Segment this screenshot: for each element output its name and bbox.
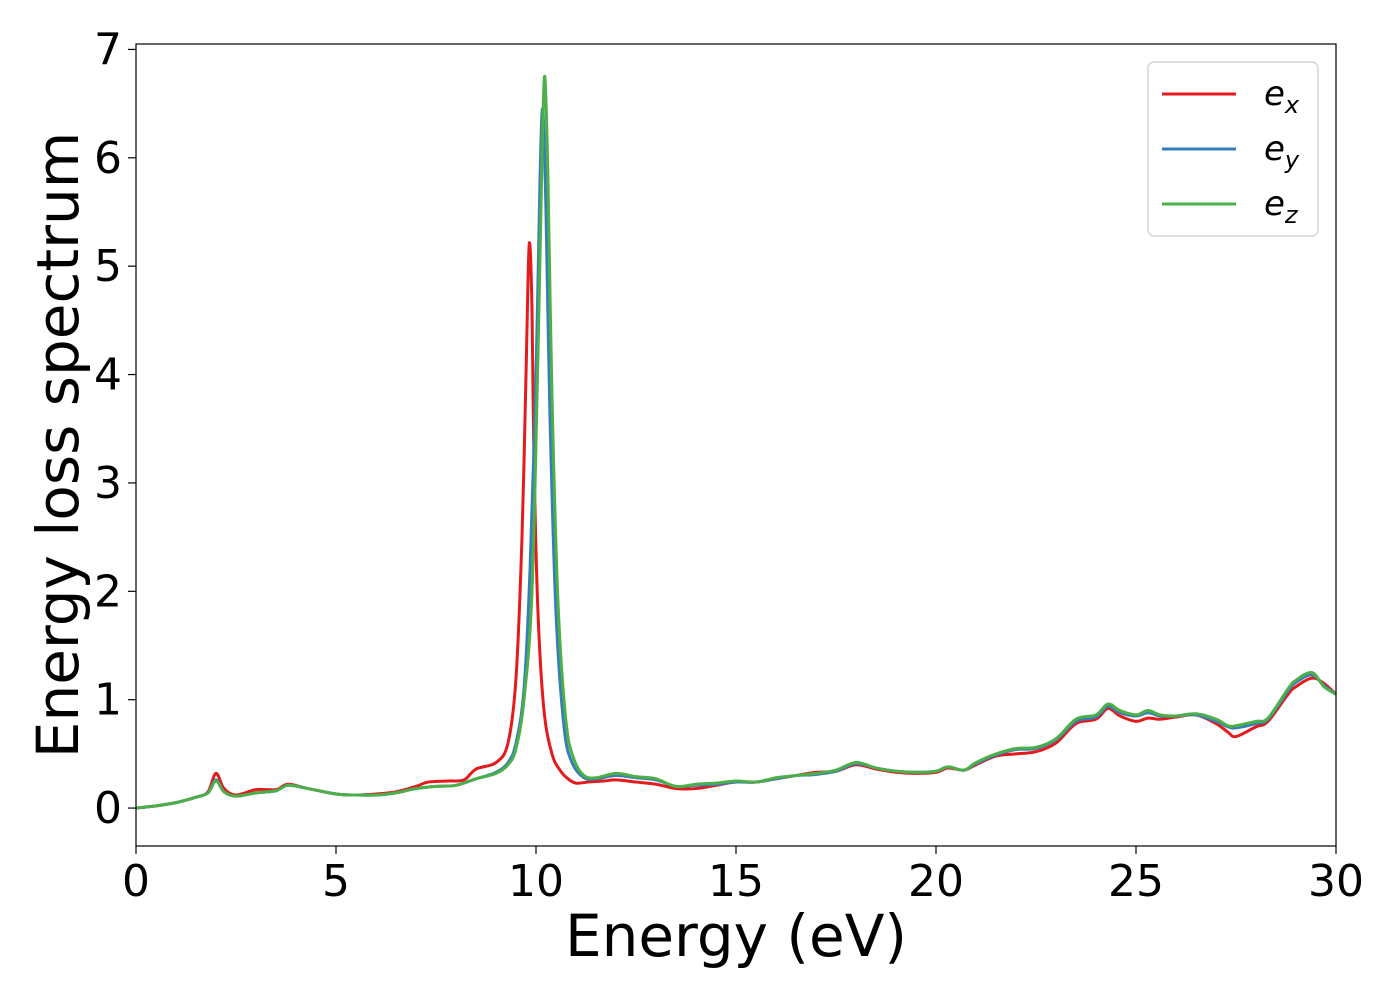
legend-label-ey: ey bbox=[1264, 129, 1300, 174]
legend-label-ez: ez bbox=[1264, 184, 1299, 229]
x-axis-label: Energy (eV) bbox=[565, 902, 907, 970]
x-tick-label: 25 bbox=[1108, 856, 1164, 907]
legend-label-ex: ex bbox=[1264, 74, 1300, 119]
y-tick-label: 7 bbox=[94, 24, 122, 75]
x-tick-label: 10 bbox=[508, 856, 564, 907]
y-tick-label: 4 bbox=[94, 350, 122, 401]
y-axis-ticks: 0 1 2 3 4 5 6 7 bbox=[94, 24, 136, 834]
y-tick-label: 2 bbox=[94, 566, 122, 617]
x-tick-label: 20 bbox=[908, 856, 964, 907]
y-axis-label: Energy loss spectrum bbox=[24, 132, 92, 758]
x-tick-label: 0 bbox=[122, 856, 150, 907]
x-tick-label: 15 bbox=[708, 856, 764, 907]
legend: ex ey ez bbox=[1147, 61, 1319, 237]
y-tick-label: 0 bbox=[94, 783, 122, 834]
y-tick-label: 1 bbox=[94, 675, 122, 726]
x-tick-label: 5 bbox=[322, 856, 350, 907]
x-tick-label: 30 bbox=[1308, 856, 1364, 907]
y-tick-label: 5 bbox=[94, 241, 122, 292]
y-tick-label: 3 bbox=[94, 458, 122, 509]
plot-lines bbox=[135, 74, 1338, 810]
series-line-ex bbox=[135, 241, 1338, 810]
series-line-ez bbox=[135, 74, 1337, 810]
x-axis-ticks: 0 5 10 15 20 25 30 bbox=[122, 846, 1364, 907]
y-tick-label: 6 bbox=[94, 133, 122, 184]
